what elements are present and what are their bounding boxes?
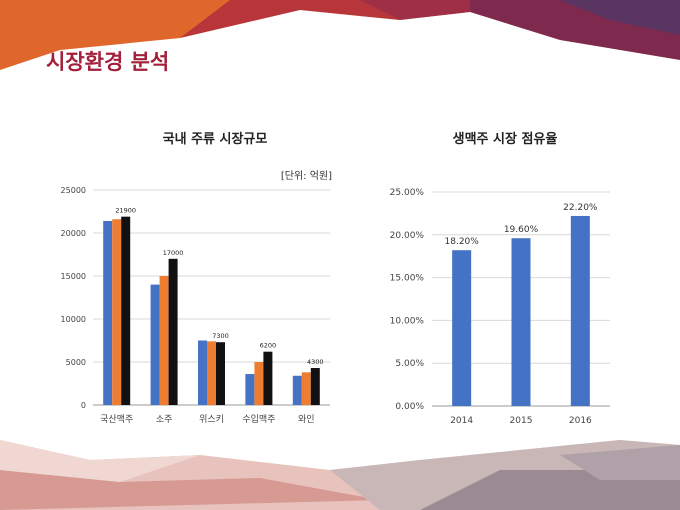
x-tick-label: 2016 xyxy=(569,416,592,426)
x-tick-label: 2014 xyxy=(450,416,473,426)
data-label: 18.20% xyxy=(445,237,480,247)
bar xyxy=(452,250,472,406)
bar xyxy=(263,351,273,405)
bar xyxy=(198,340,207,405)
data-label: 17000 xyxy=(163,249,184,257)
bar xyxy=(103,220,113,405)
bar xyxy=(310,368,320,405)
data-label: 22.20% xyxy=(563,203,598,213)
y-tick-label: 15.00% xyxy=(390,274,425,284)
x-tick-label: 와인 xyxy=(298,413,315,425)
y-tick-label: 15000 xyxy=(61,272,86,281)
bar xyxy=(301,372,311,405)
bar xyxy=(207,341,216,405)
y-tick-label: 10000 xyxy=(61,315,86,324)
slide-title: 시장환경 분석 xyxy=(46,50,170,74)
x-tick-label: 2015 xyxy=(510,416,533,426)
chart-title-draft-beer-share: 생맥주 시장 점유율 xyxy=(452,132,558,147)
data-label: 21900 xyxy=(115,207,136,215)
bar xyxy=(254,362,264,405)
bar xyxy=(511,238,531,406)
x-tick-label: 국산맥주 xyxy=(100,414,133,425)
data-label: 19.60% xyxy=(504,225,539,235)
bar xyxy=(112,219,122,405)
x-tick-label: 수입맥주 xyxy=(242,413,275,425)
y-tick-label: 5.00% xyxy=(395,359,424,369)
y-tick-label: 5000 xyxy=(66,358,86,367)
y-tick-label: 10.00% xyxy=(390,316,425,326)
bar xyxy=(570,215,590,406)
chart-title-market-size: 국내 주류 시장규모 xyxy=(162,132,268,147)
bar xyxy=(216,342,225,405)
unit-label: [단위: 억원] xyxy=(280,171,332,182)
bar xyxy=(245,374,255,405)
x-tick-label: 위스키 xyxy=(199,414,224,425)
y-tick-label: 0.00% xyxy=(395,402,424,412)
bar xyxy=(168,258,178,405)
y-tick-label: 25000 xyxy=(61,186,86,195)
bar xyxy=(150,284,160,405)
data-label: 7300 xyxy=(212,332,229,340)
y-tick-label: 20000 xyxy=(61,229,86,238)
data-label: 4300 xyxy=(307,358,324,366)
y-tick-label: 25.00% xyxy=(390,188,425,198)
bar xyxy=(292,375,302,405)
y-tick-label: 0 xyxy=(81,401,86,410)
y-tick-label: 20.00% xyxy=(390,231,425,241)
bar xyxy=(121,216,131,405)
bar xyxy=(159,276,169,405)
x-tick-label: 소주 xyxy=(156,414,173,425)
data-label: 6200 xyxy=(260,342,277,350)
